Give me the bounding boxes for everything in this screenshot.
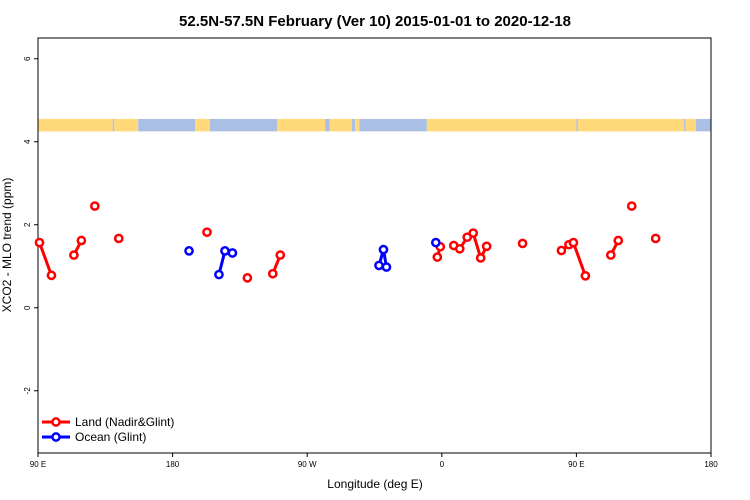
ocean-band [696, 118, 711, 132]
series-ocean [184, 237, 441, 280]
data-point [556, 245, 567, 256]
data-point [89, 201, 100, 211]
data-point [46, 270, 57, 281]
data-point [76, 235, 87, 246]
x-tick-label: 180 [166, 460, 180, 469]
data-point [580, 270, 591, 281]
data-point [202, 227, 212, 238]
y-tick-label: 4 [23, 139, 32, 144]
ocean-band [352, 118, 356, 132]
land-band [114, 118, 139, 132]
data-point [69, 250, 79, 260]
land-band [195, 118, 210, 132]
legend: Land (Nadir&Glint)Ocean (Glint) [42, 415, 174, 444]
data-point [613, 235, 624, 246]
land-band [38, 118, 113, 132]
ocean-band [576, 118, 578, 132]
legend-marker [51, 432, 61, 442]
x-tick-label: 90 W [298, 460, 317, 469]
land-band [277, 118, 326, 132]
land-band [329, 118, 353, 132]
ocean-band [359, 118, 427, 132]
data-point [468, 228, 479, 238]
data-point [626, 201, 637, 211]
legend-marker [51, 417, 61, 427]
x-axis: 90 E 180 90 W 0 90 E 180 [30, 453, 718, 469]
ocean-band [138, 118, 196, 132]
data-point [454, 243, 465, 254]
legend-label: Land (Nadir&Glint) [75, 415, 174, 429]
ocean-band [209, 118, 278, 132]
data-point [568, 237, 579, 248]
data-point [378, 244, 389, 255]
series-land [34, 201, 661, 283]
land-band [685, 118, 697, 132]
data-point [214, 269, 224, 280]
data-series [34, 201, 661, 283]
x-axis-label: Longitude (deg E) [327, 477, 422, 491]
legend-label: Ocean (Glint) [75, 430, 146, 444]
y-tick-label: 0 [23, 305, 32, 310]
y-tick-label: 2 [23, 222, 32, 227]
data-point [475, 253, 486, 263]
y-axis-label: XCO2 - MLO trend (ppm) [0, 178, 14, 313]
plot-frame [37, 37, 712, 454]
x-tick-label: 0 [440, 460, 445, 469]
data-point [267, 268, 278, 279]
land-band [355, 118, 360, 132]
ocean-band [684, 118, 686, 132]
x-tick-label: 90 E [568, 460, 584, 469]
data-point [430, 237, 441, 248]
x-tick-label: 180 [704, 460, 718, 469]
data-point [517, 238, 528, 249]
data-point [650, 233, 661, 244]
ocean-band [112, 118, 115, 132]
y-axis: -2 0 2 4 6 [23, 56, 38, 394]
land-ocean-mask [38, 118, 711, 132]
data-point [275, 250, 286, 260]
y-tick-label: -2 [23, 387, 32, 395]
data-point [432, 252, 443, 262]
land-band [426, 118, 577, 132]
data-point [481, 241, 492, 252]
ocean-band [325, 118, 330, 132]
data-point [184, 246, 194, 256]
data-point [374, 260, 384, 271]
data-point [113, 233, 124, 244]
data-point [220, 246, 230, 256]
y-tick-label: 6 [23, 56, 32, 61]
x-tick-label: 90 E [30, 460, 46, 469]
series-line [38, 242, 53, 276]
data-point [227, 248, 238, 258]
data-point [242, 273, 253, 283]
data-point [605, 250, 616, 260]
land-band [577, 118, 685, 132]
chart-title: 52.5N-57.5N February (Ver 10) 2015-01-01… [179, 13, 571, 30]
data-point [381, 262, 392, 272]
data-point [34, 237, 45, 248]
